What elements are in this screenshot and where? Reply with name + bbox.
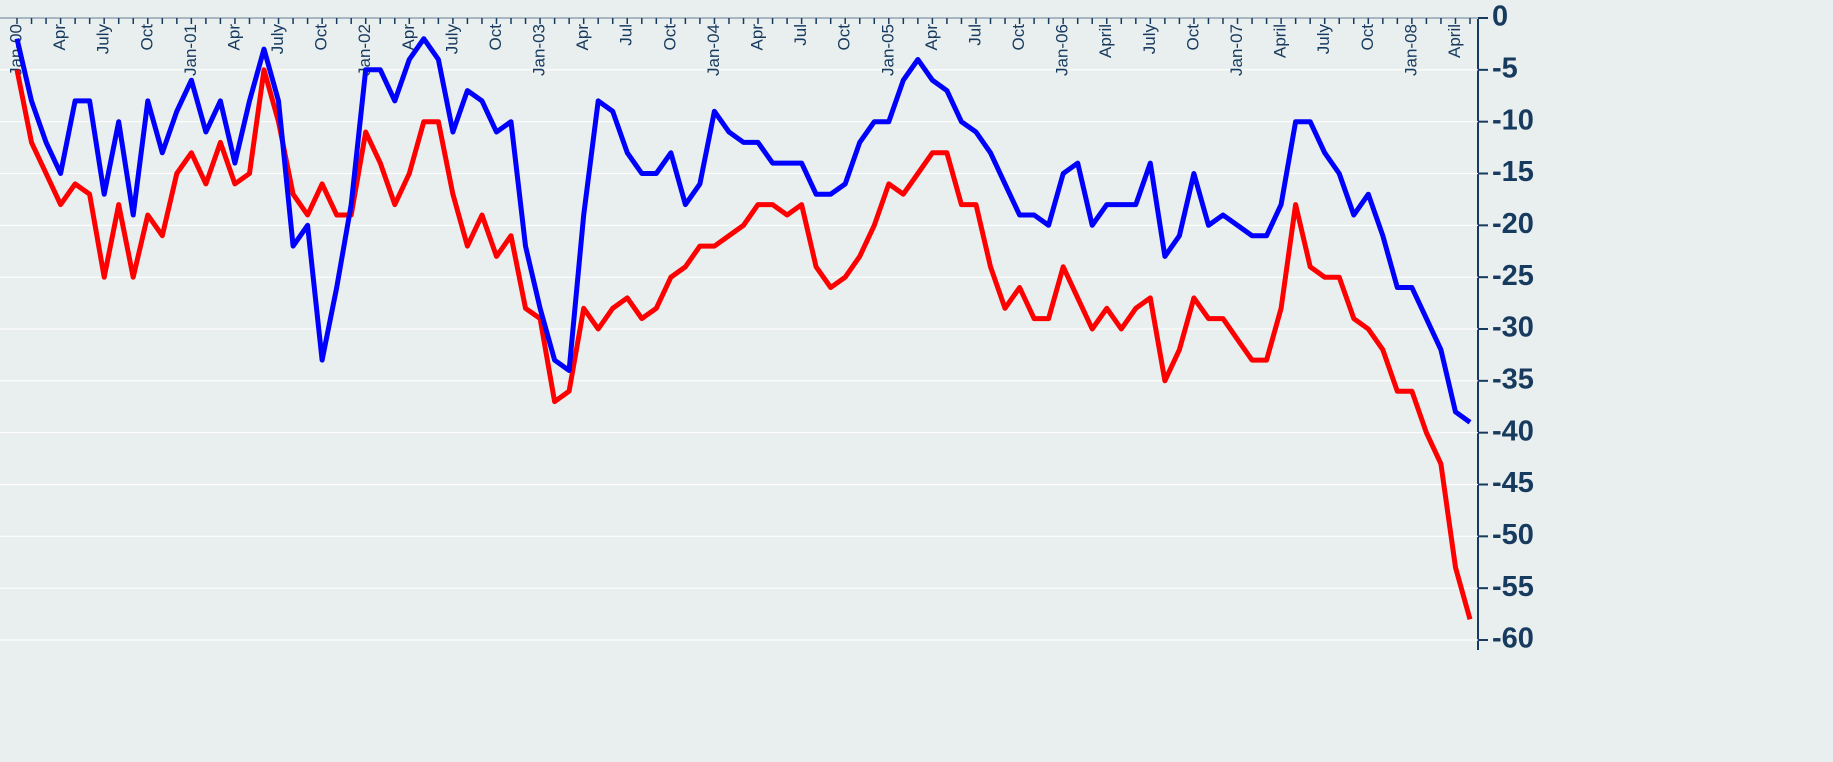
- x-tick-label: Oct: [1358, 24, 1377, 51]
- y-tick-label: -50: [1492, 519, 1534, 551]
- x-tick-label: April: [1271, 24, 1290, 58]
- x-tick-label: Oct: [1183, 24, 1202, 51]
- x-tick-label: Jan-05: [878, 24, 897, 76]
- y-tick-label: -60: [1492, 623, 1534, 655]
- x-tick-label: Apr: [399, 24, 418, 51]
- y-tick-label: -45: [1492, 467, 1534, 499]
- x-tick-label: Jul: [617, 24, 636, 46]
- x-tick-label: Jul: [791, 24, 810, 46]
- y-tick-label: -10: [1492, 104, 1534, 136]
- y-tick-label: -55: [1492, 571, 1534, 603]
- y-tick-label: 0: [1492, 1, 1508, 33]
- x-tick-label: Jan-06: [1053, 24, 1072, 76]
- data-line: [14, 36, 1472, 425]
- x-tick-label: Jan-08: [1401, 24, 1420, 76]
- x-tick-label: July: [1140, 24, 1159, 55]
- y-tick-label: -5: [1492, 52, 1518, 84]
- x-tick-label: Jan-04: [704, 24, 723, 76]
- x-tick-label: Oct: [835, 24, 854, 51]
- x-tick-label: Jan-07: [1227, 24, 1246, 76]
- y-tick-label: -15: [1492, 156, 1534, 188]
- x-tick-label: Oct: [660, 24, 679, 51]
- x-tick-label: Apr: [573, 24, 592, 51]
- x-tick-label: Jan-01: [181, 24, 200, 76]
- x-tick-label: July: [94, 24, 113, 55]
- data-line: [14, 67, 1473, 620]
- y-tick-label: -30: [1492, 312, 1534, 344]
- x-tick-label: Oct: [1009, 24, 1028, 51]
- x-tick-label: Jul: [965, 24, 984, 46]
- x-tick-label: July: [268, 24, 287, 55]
- y-tick-label: -25: [1492, 260, 1534, 292]
- y-tick-label: -35: [1492, 363, 1534, 395]
- x-tick-label: Apr: [748, 24, 767, 51]
- x-tick-label: April: [1096, 24, 1115, 58]
- y-tick-label: -20: [1492, 208, 1534, 240]
- x-tick-label: Oct: [137, 24, 156, 51]
- y-tick-label: -40: [1492, 415, 1534, 447]
- x-tick-label: Apr: [922, 24, 941, 51]
- x-tick-label: Oct: [312, 24, 331, 51]
- x-tick-label: Oct: [486, 24, 505, 51]
- x-tick-label: Apr: [224, 24, 243, 51]
- x-tick-label: July: [1314, 24, 1333, 55]
- x-tick-label: July: [442, 24, 461, 55]
- x-tick-label: April: [1445, 24, 1464, 58]
- x-tick-label: Apr: [50, 24, 69, 51]
- x-tick-label: Jan-03: [530, 24, 549, 76]
- x-tick-label: Jan-02: [355, 24, 374, 76]
